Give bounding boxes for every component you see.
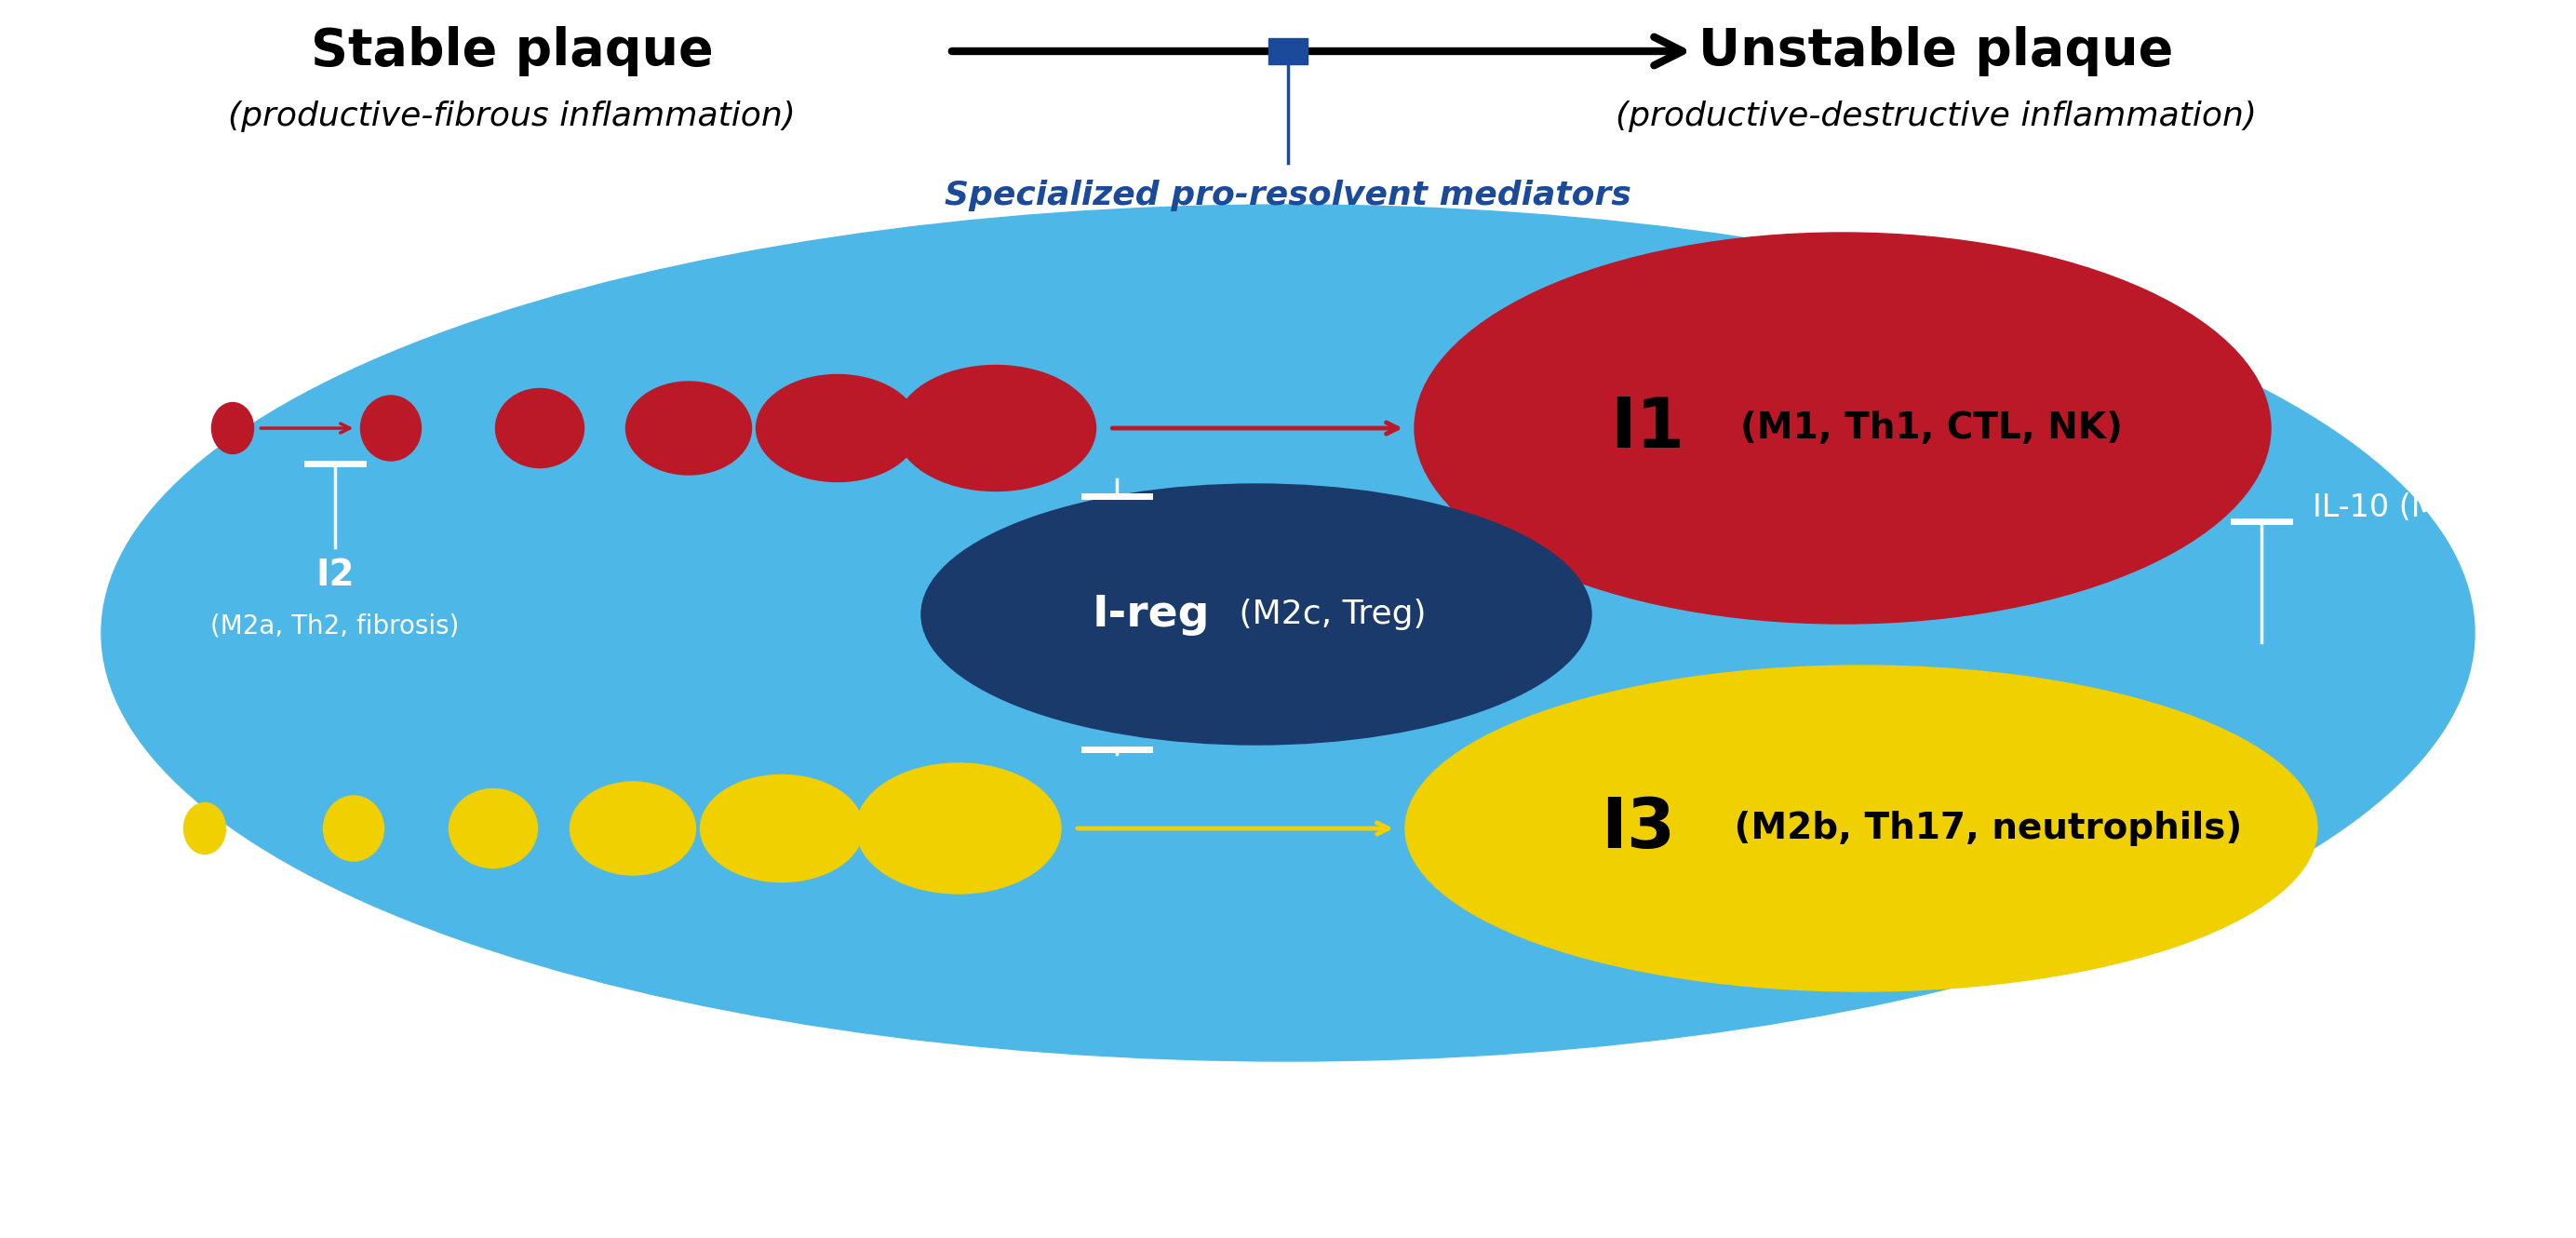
Ellipse shape xyxy=(183,802,227,854)
Text: (productive-fibrous inflammation): (productive-fibrous inflammation) xyxy=(229,100,796,132)
Text: (M1, Th1, CTL, NK): (M1, Th1, CTL, NK) xyxy=(1741,411,2123,446)
Ellipse shape xyxy=(757,375,920,482)
Text: Specialized pro-resolvent mediators: Specialized pro-resolvent mediators xyxy=(945,180,1631,212)
Ellipse shape xyxy=(896,365,1095,491)
Text: Unstable plaque: Unstable plaque xyxy=(1698,26,2174,77)
Text: I3: I3 xyxy=(1600,795,1674,863)
Ellipse shape xyxy=(211,402,252,454)
Text: (M2b, Th17, neutrophils): (M2b, Th17, neutrophils) xyxy=(1721,811,2241,846)
Ellipse shape xyxy=(626,381,752,474)
Ellipse shape xyxy=(325,796,384,860)
Ellipse shape xyxy=(855,764,1061,894)
Text: I2: I2 xyxy=(317,557,355,593)
Ellipse shape xyxy=(361,396,420,461)
Ellipse shape xyxy=(569,782,696,875)
Ellipse shape xyxy=(1414,233,2272,624)
Text: (M2c, Treg): (M2c, Treg) xyxy=(1229,598,1427,630)
Text: Stable plaque: Stable plaque xyxy=(312,26,714,77)
Text: IL-10 (M2b): IL-10 (M2b) xyxy=(2313,491,2488,522)
Ellipse shape xyxy=(495,389,585,468)
Ellipse shape xyxy=(100,204,2476,1061)
Ellipse shape xyxy=(922,484,1592,745)
Ellipse shape xyxy=(1406,666,2318,992)
Ellipse shape xyxy=(701,775,863,881)
Text: I1: I1 xyxy=(1610,394,1685,462)
Ellipse shape xyxy=(448,789,538,868)
Text: (M2a, Th2, fibrosis): (M2a, Th2, fibrosis) xyxy=(211,613,459,639)
Text: (productive-destructive inflammation): (productive-destructive inflammation) xyxy=(1615,100,2257,132)
Text: I-reg: I-reg xyxy=(1092,593,1211,635)
FancyBboxPatch shape xyxy=(1267,38,1309,64)
